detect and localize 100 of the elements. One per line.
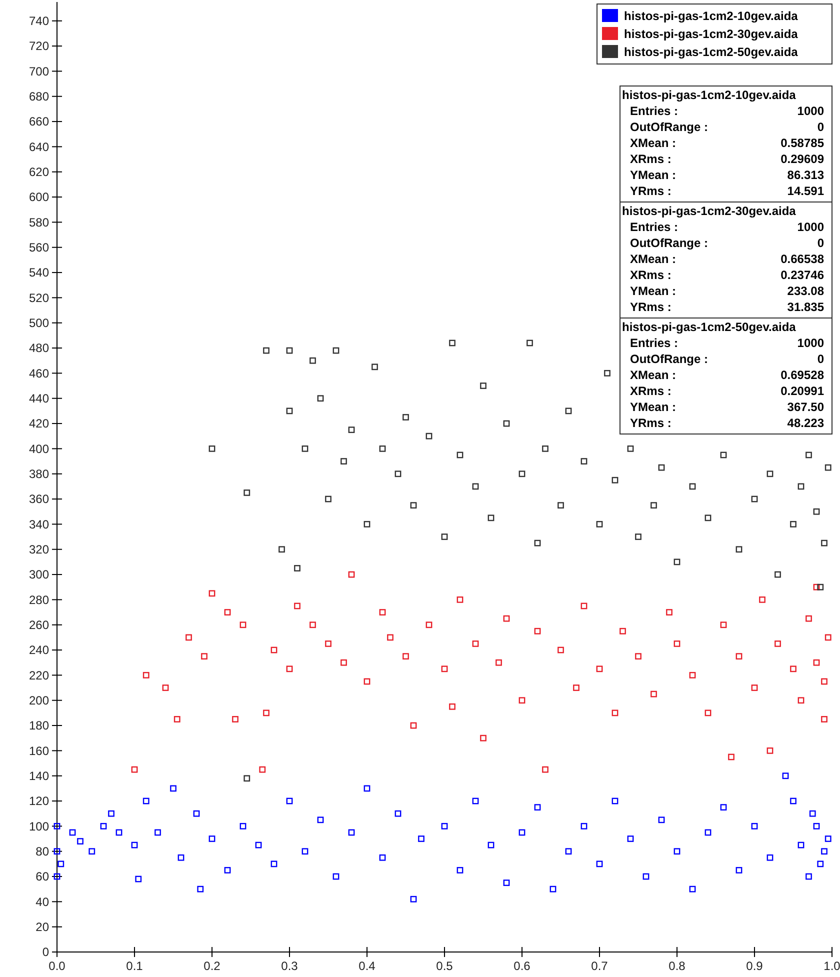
text: XRms : 0.20991: [630, 384, 824, 398]
y-tick-label: 540: [28, 266, 50, 280]
point: [604, 370, 610, 376]
y-tick-label: 80: [36, 844, 50, 859]
text: XMean : 0.58785: [630, 136, 824, 150]
y-tick-label: 40: [36, 894, 50, 909]
point: [286, 347, 293, 354]
point: [310, 357, 316, 364]
y-tick-label: 600: [28, 190, 50, 204]
point: [704, 514, 712, 522]
y-tick-label: 320: [28, 542, 50, 557]
point: [402, 414, 409, 420]
y-tick-label: 620: [28, 165, 50, 180]
text: OutOfRange : 0: [630, 120, 824, 134]
y-tick-label: 380: [28, 467, 50, 482]
x-tick-label: 0.2: [204, 959, 221, 973]
point: [658, 464, 665, 471]
y-tick-label: 360: [28, 492, 50, 506]
text: OutOfRange : 0: [630, 352, 824, 366]
y-tick-label: 500: [28, 316, 50, 330]
text: XRms : 0.29609: [630, 152, 824, 166]
text: YRms : 31.835: [630, 300, 824, 314]
point: [208, 445, 216, 452]
text: YMean : 367.50: [630, 400, 824, 414]
y-tick-label: 580: [28, 215, 50, 230]
point: [751, 496, 758, 502]
text: XMean : 0.66538: [630, 252, 824, 266]
y-tick-label: 660: [28, 114, 50, 129]
point: [410, 502, 417, 509]
y-tick-label: 420: [28, 416, 50, 431]
point: [806, 452, 812, 458]
y-tick-label: 720: [28, 39, 50, 54]
x-tick-label: 0.1: [126, 959, 144, 973]
x-tick-label: 0.0: [48, 959, 66, 973]
y-tick-label: 680: [28, 90, 50, 104]
point: [580, 458, 588, 464]
x-tick-label: 0.3: [281, 959, 298, 973]
annotation: histos-pi-gas-1cm2-10gev.aida: [622, 88, 796, 102]
point: [720, 452, 727, 458]
x-tick-label: 0.8: [668, 959, 686, 973]
point: [488, 514, 494, 522]
point: [244, 775, 250, 782]
y-tick-label: 220: [28, 668, 50, 682]
point: [798, 483, 804, 490]
x-tick-label: 0.6: [514, 959, 531, 973]
annotation: histos-pi-gas-1cm2-50gev.aida: [622, 320, 796, 334]
point: [790, 520, 796, 528]
point: [503, 420, 510, 427]
text: YMean : 86.313: [630, 168, 824, 182]
y-tick-label: 700: [28, 64, 50, 78]
point: [263, 347, 270, 354]
point: [774, 571, 781, 578]
x-tick-label: 0.9: [746, 959, 764, 973]
annotation: histos-pi-gas-1cm2-30gev.aida: [622, 204, 796, 218]
x-tick-label: 1.0: [824, 959, 840, 973]
point: [302, 445, 308, 452]
legend-label: histos-pi-gas-1cm2-50gev.aida: [624, 45, 798, 59]
y-tick-label: 460: [28, 366, 50, 380]
text: Entries : 1000: [630, 220, 824, 234]
legend-label: histos-pi-gas-1cm2-30gev.aida: [624, 27, 798, 41]
y-tick-label: 180: [28, 718, 50, 733]
point: [286, 408, 293, 414]
point: [332, 347, 340, 354]
point: [518, 470, 526, 478]
y-tick-label: 200: [28, 694, 50, 708]
y-tick-label: 340: [28, 517, 50, 532]
y-tick-label: 640: [28, 140, 50, 154]
y-tick-label: 240: [28, 643, 50, 658]
point: [526, 340, 533, 346]
point: [325, 496, 332, 502]
point: [627, 445, 634, 452]
y-tick-label: 140: [28, 769, 50, 784]
y-tick-label: 100: [28, 819, 50, 834]
text: Entries : 1000: [630, 104, 824, 118]
point: [340, 458, 347, 464]
point: [480, 382, 486, 389]
y-tick-label: 740: [28, 14, 50, 28]
y-tick-label: 60: [36, 870, 50, 884]
point: [736, 546, 742, 553]
point: [674, 558, 680, 566]
point: [278, 546, 285, 553]
point: [813, 508, 820, 515]
point: [534, 540, 541, 546]
point: [766, 470, 774, 478]
text: XMean : 0.69528: [630, 368, 824, 382]
point: [456, 452, 464, 458]
y-tick-label: 280: [28, 592, 50, 607]
point: [817, 584, 824, 590]
text: Entries : 1000: [630, 336, 824, 350]
y-tick-label: 480: [28, 341, 50, 356]
point: [558, 502, 564, 509]
point: [650, 502, 657, 509]
x-tick-label: 0.5: [436, 959, 454, 973]
point: [394, 470, 402, 478]
point: [244, 490, 250, 496]
point: [596, 520, 603, 528]
point: [542, 445, 548, 452]
y-tick-label: 20: [36, 920, 50, 934]
text: XRms : 0.23746: [630, 268, 824, 282]
point: [472, 483, 479, 490]
